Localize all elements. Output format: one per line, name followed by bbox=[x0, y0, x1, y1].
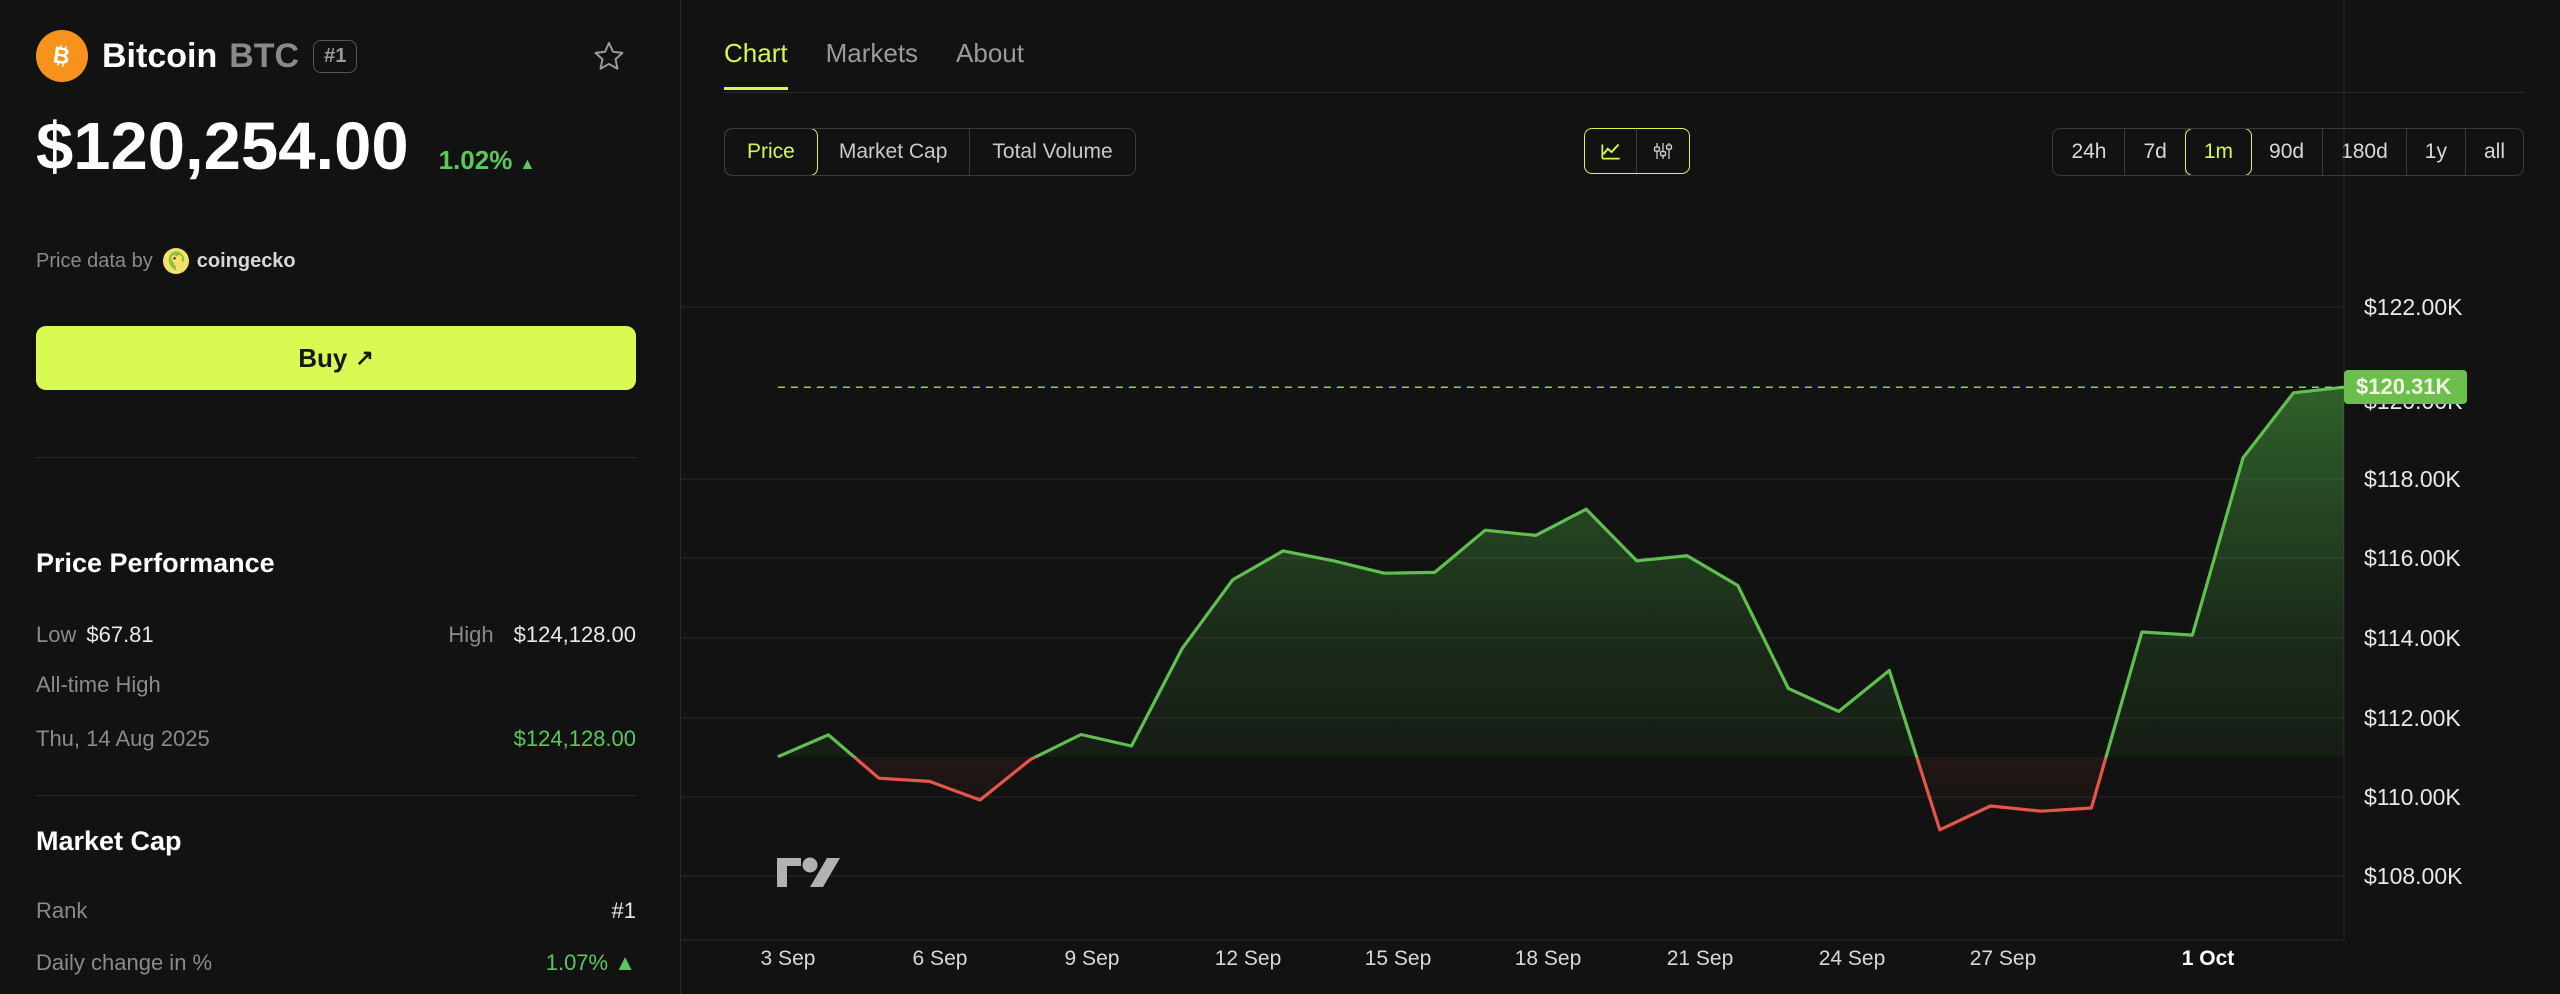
svg-text:27 Sep: 27 Sep bbox=[1970, 947, 2037, 970]
svg-text:$120.31K: $120.31K bbox=[2356, 374, 2452, 399]
svg-text:18 Sep: 18 Sep bbox=[1515, 947, 1582, 970]
svg-text:6 Sep: 6 Sep bbox=[913, 947, 968, 970]
svg-text:3 Sep: 3 Sep bbox=[761, 947, 816, 970]
svg-text:$122.00K: $122.00K bbox=[2364, 294, 2463, 320]
svg-text:21 Sep: 21 Sep bbox=[1667, 947, 1734, 970]
svg-text:1 Oct: 1 Oct bbox=[2182, 947, 2235, 970]
svg-text:$118.00K: $118.00K bbox=[2364, 466, 2461, 492]
svg-text:$116.00K: $116.00K bbox=[2364, 545, 2461, 571]
svg-text:$112.00K: $112.00K bbox=[2364, 705, 2461, 731]
svg-text:12 Sep: 12 Sep bbox=[1215, 947, 1282, 970]
svg-text:$108.00K: $108.00K bbox=[2364, 863, 2463, 889]
svg-text:$114.00K: $114.00K bbox=[2364, 625, 2461, 651]
svg-text:$110.00K: $110.00K bbox=[2364, 784, 2461, 810]
svg-text:24 Sep: 24 Sep bbox=[1819, 947, 1886, 970]
svg-text:9 Sep: 9 Sep bbox=[1065, 947, 1120, 970]
svg-text:15 Sep: 15 Sep bbox=[1365, 947, 1432, 970]
